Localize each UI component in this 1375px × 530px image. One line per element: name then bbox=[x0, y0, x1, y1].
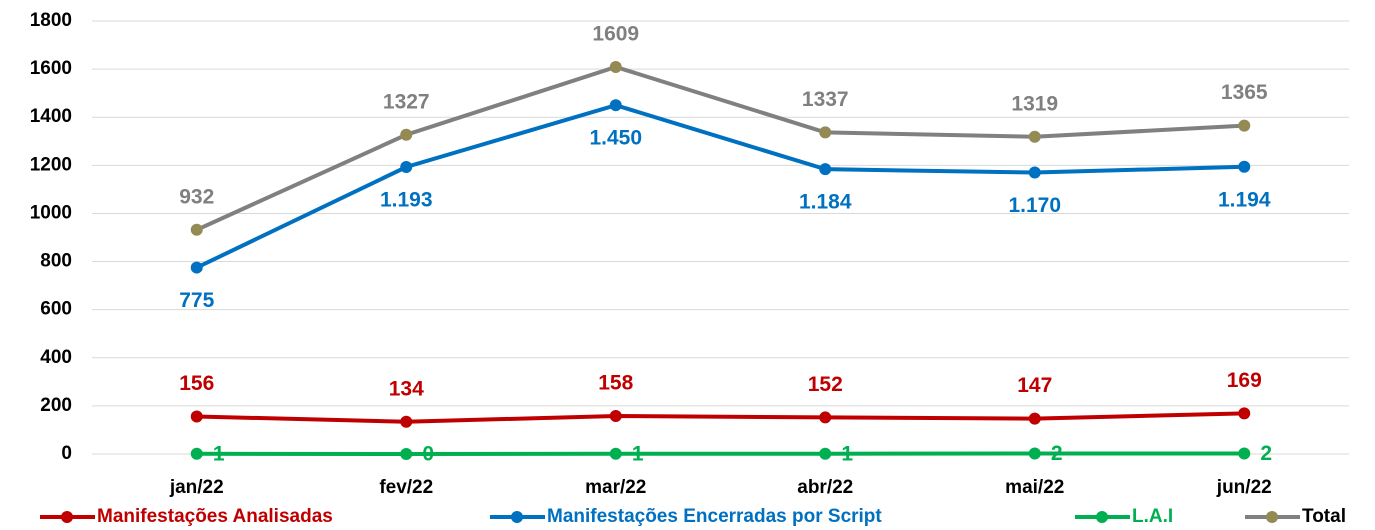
marker bbox=[609, 409, 622, 422]
marker bbox=[400, 128, 413, 141]
marker bbox=[1028, 166, 1041, 179]
y-tick-label: 400 bbox=[40, 347, 72, 368]
data-label: 1 bbox=[841, 442, 853, 465]
series-line bbox=[195, 103, 1245, 270]
x-tick-label: mai/22 bbox=[1005, 477, 1064, 498]
marker bbox=[1238, 119, 1251, 132]
y-tick-label: 0 bbox=[61, 443, 72, 464]
legend-label: Total bbox=[1302, 506, 1346, 527]
series-line bbox=[195, 64, 1245, 232]
data-label: 1.170 bbox=[1008, 194, 1061, 217]
marker bbox=[609, 60, 622, 73]
legend-marker bbox=[511, 511, 523, 523]
data-label: 158 bbox=[598, 372, 633, 395]
marker bbox=[400, 448, 413, 460]
marker bbox=[819, 163, 832, 176]
data-label: 1337 bbox=[802, 88, 849, 111]
data-label: 1609 bbox=[592, 22, 639, 45]
marker bbox=[190, 223, 203, 236]
data-label: 1319 bbox=[1011, 92, 1058, 115]
legend-marker bbox=[1266, 511, 1278, 523]
data-label: 1327 bbox=[383, 90, 430, 113]
data-label: 2 bbox=[1260, 442, 1272, 465]
marker bbox=[400, 415, 413, 428]
y-tick-label: 1600 bbox=[30, 58, 72, 79]
marker bbox=[190, 447, 203, 460]
data-label: 147 bbox=[1017, 374, 1052, 397]
data-label: 0 bbox=[422, 443, 434, 466]
marker bbox=[609, 447, 622, 460]
legend-label: Manifestações Analisadas bbox=[97, 506, 333, 527]
data-label: 1.193 bbox=[380, 189, 433, 212]
data-label: 2 bbox=[1051, 442, 1063, 465]
marker bbox=[819, 126, 832, 139]
legend-marker bbox=[61, 511, 73, 523]
data-label: 775 bbox=[179, 289, 214, 312]
x-tick-label: jan/22 bbox=[169, 477, 224, 498]
data-label: 169 bbox=[1227, 369, 1262, 392]
series-line bbox=[196, 411, 1245, 424]
data-label: 134 bbox=[389, 377, 424, 400]
y-tick-label: 1000 bbox=[30, 202, 72, 223]
marker bbox=[1028, 130, 1041, 143]
data-label: 1.184 bbox=[799, 191, 852, 214]
marker bbox=[190, 261, 203, 274]
data-label: 932 bbox=[179, 185, 214, 208]
y-tick-label: 600 bbox=[40, 299, 72, 320]
legend-label: Manifestações Encerradas por Script bbox=[547, 506, 882, 527]
legend-marker bbox=[1096, 511, 1108, 523]
data-label: 1.450 bbox=[589, 127, 642, 150]
y-tick-label: 200 bbox=[40, 395, 72, 416]
x-tick-label: jun/22 bbox=[1216, 477, 1272, 498]
legend-label: L.A.I bbox=[1132, 506, 1173, 527]
marker bbox=[400, 161, 413, 174]
marker bbox=[819, 411, 832, 424]
data-label: 156 bbox=[179, 372, 214, 395]
data-label: 1 bbox=[632, 442, 644, 465]
marker bbox=[1028, 447, 1041, 460]
data-label: 1 bbox=[213, 442, 225, 465]
y-tick-label: 1200 bbox=[30, 154, 72, 175]
marker bbox=[190, 410, 203, 423]
marker bbox=[609, 99, 622, 112]
data-label: 152 bbox=[808, 373, 843, 396]
y-tick-label: 1800 bbox=[30, 10, 72, 31]
x-tick-label: mar/22 bbox=[585, 477, 646, 498]
x-tick-label: abr/22 bbox=[797, 477, 853, 498]
marker bbox=[819, 447, 832, 460]
x-tick-label: fev/22 bbox=[379, 477, 433, 498]
marker bbox=[1238, 407, 1251, 420]
marker bbox=[1028, 412, 1041, 425]
y-tick-label: 1400 bbox=[30, 106, 72, 127]
y-tick-label: 800 bbox=[40, 251, 72, 272]
marker bbox=[1238, 447, 1251, 460]
marker bbox=[1238, 160, 1251, 173]
data-label: 1.194 bbox=[1218, 188, 1271, 211]
data-label: 1365 bbox=[1221, 81, 1268, 104]
